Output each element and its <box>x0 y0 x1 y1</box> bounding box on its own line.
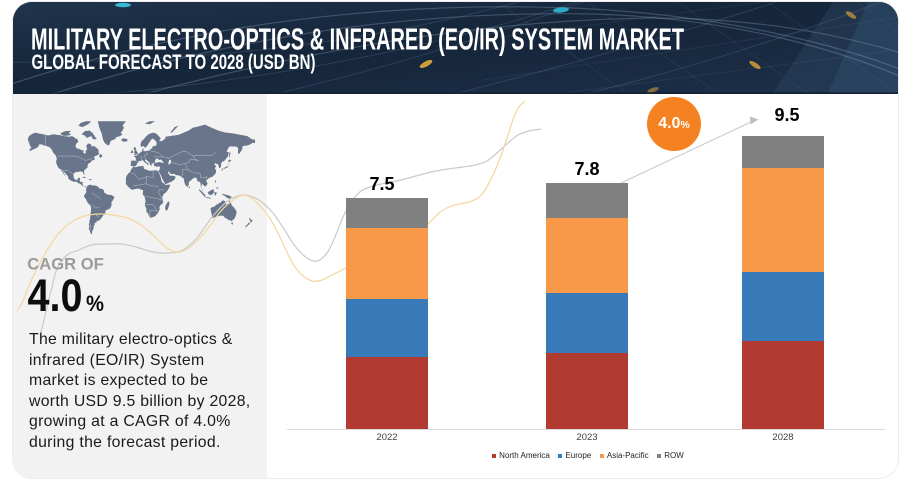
svg-text:%: % <box>86 291 104 316</box>
svg-text:CAGR OF: CAGR OF <box>27 254 104 273</box>
svg-text:GLOBAL FORECAST TO 2028 (USD B: GLOBAL FORECAST TO 2028 (USD BN) <box>32 50 316 74</box>
svg-text:MILITARY ELECTRO-OPTICS & INFR: MILITARY ELECTRO-OPTICS & INFRARED (EO/I… <box>31 22 684 56</box>
svg-text:4.0: 4.0 <box>28 270 83 321</box>
